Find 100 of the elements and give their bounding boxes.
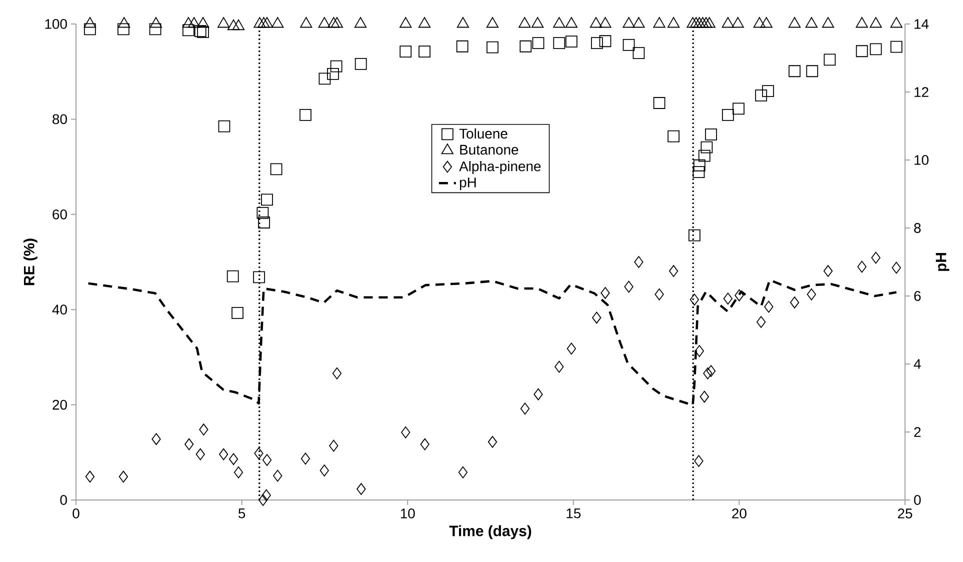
y2-tick-label: 14 <box>914 19 929 29</box>
point <box>273 470 282 482</box>
y-tick-label: 0 <box>60 495 67 505</box>
point <box>300 452 310 465</box>
point <box>824 54 836 66</box>
point <box>654 288 664 300</box>
point <box>218 448 228 460</box>
point <box>667 17 680 28</box>
point <box>824 265 833 277</box>
point <box>764 300 774 313</box>
point <box>199 424 208 436</box>
point <box>197 26 209 38</box>
point <box>218 120 230 132</box>
point <box>261 194 273 206</box>
point <box>420 438 430 450</box>
point <box>85 470 94 483</box>
point <box>254 17 266 28</box>
point <box>806 288 816 300</box>
point <box>232 306 244 319</box>
point <box>688 229 700 242</box>
point <box>553 37 566 49</box>
point <box>518 17 531 28</box>
point <box>734 289 744 302</box>
point <box>456 17 470 28</box>
point <box>755 89 768 102</box>
point <box>486 41 498 54</box>
point <box>400 46 412 58</box>
point <box>354 17 367 28</box>
point <box>227 19 240 30</box>
point <box>553 17 566 28</box>
point <box>624 280 634 293</box>
point <box>732 17 744 28</box>
legend-label: Butanone <box>460 144 518 155</box>
point <box>693 159 706 172</box>
point <box>318 17 330 28</box>
point <box>488 436 498 448</box>
point <box>703 17 716 28</box>
point <box>258 494 268 506</box>
point <box>632 17 645 28</box>
point <box>591 37 603 49</box>
point <box>723 292 733 305</box>
point <box>700 390 709 403</box>
point <box>856 45 868 58</box>
point <box>232 19 245 30</box>
y2-axis-title: pH <box>936 253 950 271</box>
legend-label: pH <box>460 178 476 190</box>
x-tick-label: 5 <box>238 508 246 518</box>
point <box>327 68 339 80</box>
point <box>272 17 284 28</box>
point <box>890 40 902 53</box>
point <box>653 17 666 28</box>
point <box>150 17 162 28</box>
point <box>790 296 800 308</box>
point <box>234 466 244 478</box>
point <box>700 141 713 154</box>
y-tick-label: 20 <box>52 400 67 410</box>
x-tick-label: 20 <box>732 508 746 518</box>
point <box>254 447 264 460</box>
point <box>300 17 312 28</box>
point <box>722 17 734 28</box>
point <box>700 17 712 28</box>
point <box>318 72 331 85</box>
point <box>458 466 468 478</box>
point <box>762 85 774 98</box>
point <box>262 489 271 502</box>
y2-tick-label: 0 <box>914 495 921 505</box>
point <box>84 23 96 36</box>
point <box>84 17 96 28</box>
y2-tick-label: 4 <box>914 359 921 369</box>
point <box>706 365 716 377</box>
y-tick-label: 40 <box>52 304 67 315</box>
point <box>182 24 194 36</box>
point <box>532 37 544 49</box>
point <box>330 17 344 28</box>
point <box>534 388 543 400</box>
point <box>149 23 162 36</box>
point <box>184 438 194 450</box>
x-tick-label: 0 <box>72 508 80 518</box>
point <box>217 17 230 28</box>
point <box>188 17 200 28</box>
point <box>756 316 766 328</box>
point <box>400 17 412 28</box>
point <box>118 470 128 483</box>
point <box>694 345 704 357</box>
point <box>196 17 210 28</box>
point <box>668 265 678 277</box>
point <box>622 17 635 28</box>
point <box>320 464 329 476</box>
point <box>258 216 270 228</box>
x-tick-label: 25 <box>898 508 912 518</box>
point <box>694 455 704 467</box>
point <box>760 17 772 28</box>
point <box>418 17 431 28</box>
point <box>871 252 880 264</box>
y2-tick-label: 6 <box>914 291 921 301</box>
point <box>870 43 882 56</box>
point <box>653 97 666 109</box>
point <box>592 312 602 324</box>
y2-tick-label: 12 <box>914 87 928 97</box>
point <box>196 448 205 460</box>
